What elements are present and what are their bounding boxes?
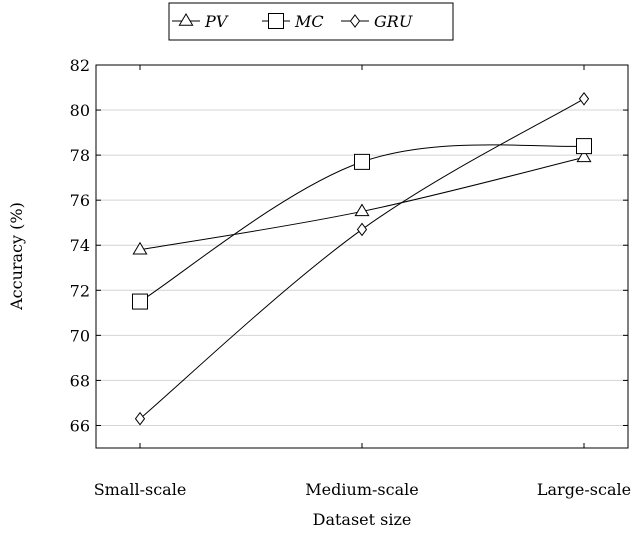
series-line-gru (139, 98, 585, 420)
y-tick-label: 80 (70, 101, 90, 120)
plot-frame (95, 64, 629, 449)
data-point-mc (354, 153, 370, 170)
legend: PV MC GRU (168, 2, 454, 41)
x-tick-label: Medium-scale (305, 480, 418, 499)
y-tick-label: 82 (70, 56, 90, 75)
x-tick-label: Large-scale (537, 480, 631, 499)
y-tick-label: 70 (70, 326, 90, 345)
y-axis-label: Accuracy (%) (7, 202, 26, 311)
legend-box (168, 2, 454, 41)
data-point-pv (132, 241, 148, 255)
legend-marker-gru (349, 14, 361, 28)
legend-label-gru: GRU (374, 12, 413, 31)
series-group (132, 91, 592, 426)
legend-marker-mc (268, 13, 284, 29)
y-tick-label: 66 (70, 416, 90, 435)
legend-label-mc: MC (294, 12, 324, 31)
y-tick-label: 78 (70, 146, 90, 165)
data-point-gru (356, 222, 368, 237)
data-point-gru (578, 91, 590, 106)
y-tick-label: 68 (70, 371, 90, 390)
y-tick-label: 74 (70, 236, 90, 255)
legend-marker-pv (178, 13, 194, 26)
y-tick-label: 76 (70, 191, 90, 210)
x-tick-label: Small-scale (94, 480, 187, 499)
axis-ticks: 66 68 70 72 74 76 78 80 82 Small-scale Medium-scal… (70, 56, 631, 499)
y-tick-label: 72 (70, 281, 90, 300)
data-point-mc (576, 138, 592, 155)
data-point-mc (132, 293, 148, 310)
x-axis-label: Dataset size (313, 510, 412, 529)
data-point-gru (134, 411, 146, 426)
legend-label-pv: PV (204, 12, 229, 31)
data-point-pv (354, 203, 370, 217)
grid (96, 109, 628, 426)
data-point-pv (576, 149, 592, 163)
